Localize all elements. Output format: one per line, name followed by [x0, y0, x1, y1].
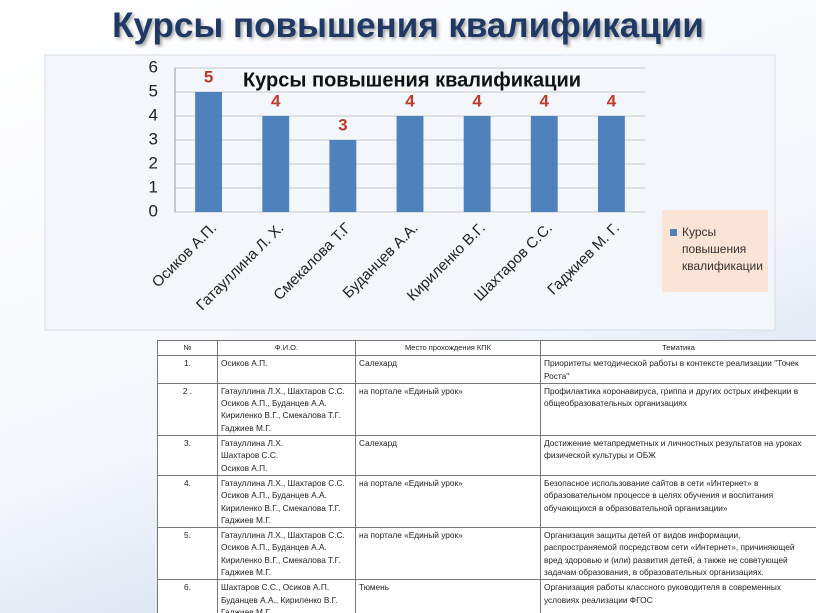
table-cell: на портале «Единый урок»: [355, 474, 541, 529]
y-tick-label: 3: [149, 129, 158, 148]
bar: [598, 116, 625, 212]
bar: [463, 116, 491, 212]
header-row: № Ф.И.О. Место прохождения КПК Тематика: [157, 340, 816, 357]
legend: Курсы повышения квалификации: [662, 210, 768, 292]
table-cell: 2 .: [157, 382, 218, 437]
value-label: 4: [271, 91, 281, 110]
table-cell: Салехард: [355, 355, 541, 384]
table: № Ф.И.О. Место прохождения КПК Тематика 1. О…: [157, 340, 816, 613]
value-label: 4: [540, 91, 550, 110]
table-cell: Гатауллина Л.Х., Шахтаров С.С. Осиков А.…: [217, 382, 356, 437]
legend-swatch: [670, 229, 677, 236]
table-row: 6. Шахтаров С.С., Осиков А.П. Буданцев А.…: [157, 579, 816, 613]
header-cell: Ф.И.О.: [217, 340, 356, 357]
chart-title: Курсы повышения квалификации: [243, 69, 581, 91]
value-label: 5: [204, 67, 213, 86]
table-cell: Профилактика коронавируса, гриппа и друг…: [540, 382, 816, 437]
table-cell: Салехард: [355, 435, 541, 476]
table-cell: Безопасное использование сайтов в сети «…: [540, 474, 816, 529]
table-cell: Гатауллина Л.Х., Шахтаров С.С. Осиков А.…: [217, 474, 356, 529]
table-cell: Организация защиты детей от видов информ…: [540, 527, 816, 581]
y-tick-label: 2: [149, 153, 158, 172]
table-cell: 5.: [157, 527, 218, 581]
y-tick-label: 4: [149, 105, 158, 124]
table-row: 1. Осиков А.П. Салехард Приоритеты методиче…: [157, 355, 816, 384]
value-label: 4: [607, 91, 617, 110]
table-cell: 4.: [157, 474, 218, 529]
table-cell: Достижение метапредметных и личностных р…: [540, 435, 816, 476]
table-cell: Гатауллина Л.Х., Шахтаров С.С. Осиков А.…: [217, 527, 356, 581]
bar: [396, 116, 424, 212]
table-row: 4. Гатауллина Л.Х., Шахтаров С.С. Осиков …: [157, 474, 816, 529]
bar: [195, 92, 222, 212]
table-cell: Шахтаров С.С., Осиков А.П. Буданцев А.А.…: [217, 579, 356, 613]
table-cell: 3.: [157, 435, 218, 476]
table-cell: на портале «Единый урок»: [355, 382, 541, 437]
y-tick-label: 0: [149, 201, 158, 220]
table-cell: Организация работы классного руководител…: [540, 579, 816, 613]
table-cell: 6.: [157, 579, 218, 613]
table-container: № Ф.И.О. Место прохождения КПК Тематика 1. О…: [157, 340, 816, 613]
table-cell: Осиков А.П.: [217, 355, 356, 384]
legend-label: Курсы повышения квалификации: [682, 225, 763, 273]
slide-title: Курсы повышения квалификации: [112, 6, 704, 45]
header-cell: Место прохождения КПК: [355, 340, 541, 357]
table-row: 3. Гатауллина Л.Х. Шахтаров С.С. Осиков А…: [157, 435, 816, 476]
header-cell: №: [157, 340, 218, 357]
value-label: 4: [472, 91, 482, 110]
table-cell: Тюмень: [355, 579, 541, 613]
header-cell: Тематика: [540, 340, 816, 357]
table-cell: Гатауллина Л.Х. Шахтаров С.С. Осиков А.П…: [217, 435, 356, 476]
value-label: 3: [338, 115, 347, 134]
bar: [262, 116, 290, 212]
bar: [530, 116, 558, 212]
table-row: 5. Гатауллина Л.Х., Шахтаров С.С. Осиков …: [157, 527, 816, 581]
table-cell: 1.: [157, 355, 218, 384]
y-tick-label: 6: [149, 57, 158, 76]
table-cell: на портале «Единый урок»: [355, 527, 541, 581]
y-tick-label: 5: [149, 81, 158, 100]
bar: [329, 140, 357, 212]
y-tick-label: 1: [149, 177, 158, 196]
table-cell: Приоритеты методической работы в контекс…: [540, 355, 816, 384]
table-row: 2 . Гатауллина Л.Х., Шахтаров С.С. Осиков…: [157, 382, 816, 437]
value-label: 4: [405, 91, 415, 110]
